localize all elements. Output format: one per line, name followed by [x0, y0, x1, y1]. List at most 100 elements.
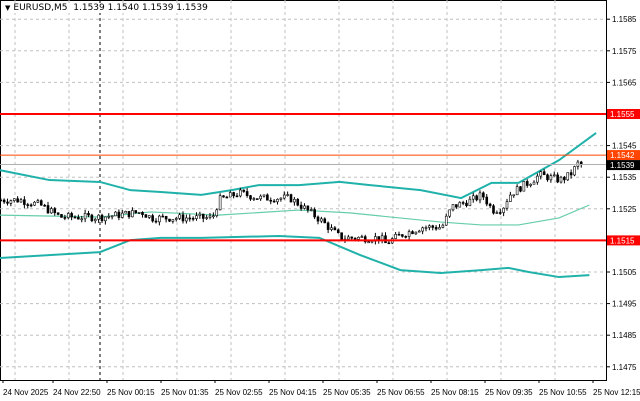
candle-bull [549, 175, 553, 181]
candle-bear [350, 236, 354, 239]
level-badge-bid [607, 160, 640, 171]
x-tick-label: 25 Nov 05:35 [323, 388, 371, 397]
candle-bull [536, 175, 539, 183]
candle-bull [566, 172, 570, 181]
candle-bear [164, 215, 168, 220]
candle-bull [104, 216, 107, 222]
candle-bear [43, 204, 46, 207]
candle-bull [276, 198, 279, 203]
candle-bear [465, 202, 468, 207]
candle-bear [87, 213, 90, 216]
candle-bull [262, 194, 266, 197]
candle-bull [107, 216, 111, 218]
candle-bull [509, 194, 512, 202]
ohlc-readout: 1.1539 1.1540 1.1539 1.1539 [73, 3, 208, 13]
candle-bear [485, 196, 489, 205]
candle-bull [367, 241, 370, 244]
symbol-label: EURUSD,M5 [13, 3, 68, 13]
level-label-ask: 1.1542 [610, 151, 635, 160]
candle-bull [303, 205, 306, 209]
candle-bull [218, 195, 222, 211]
y-tick-label: 1.1505 [612, 268, 637, 277]
candle-bear [475, 195, 478, 201]
candle-bull [124, 211, 127, 214]
candle-bull [309, 209, 313, 211]
candle-bull [97, 214, 100, 220]
candle-bear [455, 204, 458, 208]
candle-bull [12, 198, 16, 201]
candle-bear [6, 201, 9, 204]
candle-bear [525, 181, 529, 186]
x-tick-label: 25 Nov 06:55 [377, 388, 425, 397]
candle-bull [471, 195, 475, 200]
x-tick-label: 24 Nov 22:50 [53, 388, 101, 397]
x-tick-label: 24 Nov 2025 [3, 388, 49, 397]
candle-bull [147, 215, 151, 218]
candle-bear [60, 214, 63, 218]
triangle-down-icon[interactable]: ▼ [5, 4, 11, 12]
level-badge-resistance [607, 109, 640, 119]
candle-bear [326, 222, 330, 230]
candle-bear [56, 212, 60, 215]
candle-bull [80, 218, 84, 221]
level-badge-ask [607, 150, 640, 161]
candle-bull [279, 197, 283, 200]
candle-bull [83, 213, 87, 220]
candle-bear [77, 217, 80, 220]
candle-bull [158, 215, 161, 223]
candle-bear [70, 213, 73, 218]
candle-bull [212, 215, 215, 218]
candle-bull [559, 176, 563, 183]
candle-bull [259, 195, 262, 200]
candle-bear [313, 209, 316, 218]
candle-bull [286, 194, 289, 196]
candle-bear [225, 196, 229, 199]
candle-bear [401, 234, 404, 237]
candle-bull [458, 202, 462, 208]
candle-bear [563, 176, 566, 181]
candle-bull [195, 215, 198, 219]
candle-bear [117, 211, 121, 218]
candle-bear [46, 205, 50, 214]
candle-bear [397, 233, 401, 236]
candle-bull [468, 198, 472, 207]
candle-bear [323, 218, 327, 224]
candle-bear [39, 200, 43, 206]
x-tick-label: 25 Nov 00:15 [107, 388, 155, 397]
candle-bear [289, 194, 293, 203]
candle-bear [141, 212, 144, 215]
x-tick-label: 25 Nov 02:55 [215, 388, 263, 397]
bollinger-lower [0, 234, 590, 279]
candle-bear [154, 220, 158, 223]
candle-bear [191, 217, 195, 220]
candle-bear [232, 192, 235, 197]
candle-bull [36, 200, 40, 203]
candle-bear [569, 172, 573, 176]
candle-bull [478, 192, 482, 201]
candle-bull [424, 227, 428, 229]
candle-bear [336, 229, 340, 233]
candle-bull [529, 183, 532, 186]
candle-bear [127, 211, 131, 218]
candle-bull [320, 218, 323, 222]
x-tick-label: 25 Nov 10:55 [539, 388, 587, 397]
candle-bull [573, 166, 576, 176]
level-badge-support [607, 235, 640, 246]
candle-bull [438, 227, 441, 230]
candle-bear [2, 199, 6, 203]
candle-bear [269, 199, 273, 202]
level-label-support: 1.1515 [610, 236, 635, 245]
candle-bear [519, 186, 522, 192]
candle-bear [235, 195, 239, 198]
candle-bear [201, 213, 205, 219]
candle-bear [168, 218, 171, 222]
candle-bull [417, 230, 421, 233]
candle-bull [444, 215, 448, 226]
candle-bull [171, 219, 175, 222]
candle-bull [215, 209, 219, 217]
candle-bull [505, 201, 509, 209]
bollinger-upper [0, 132, 597, 200]
plot-area [0, 0, 607, 381]
candle-bear [100, 214, 104, 222]
